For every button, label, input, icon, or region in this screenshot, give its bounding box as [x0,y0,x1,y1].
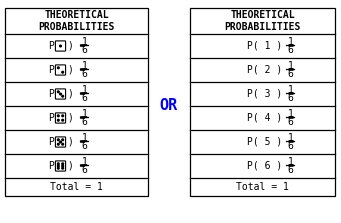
Text: P( 2 ) =: P( 2 ) = [248,64,295,74]
Text: 6: 6 [81,141,87,151]
FancyBboxPatch shape [55,161,65,171]
Text: P(: P( [48,89,60,99]
Text: 1: 1 [287,157,294,167]
Text: OR: OR [160,99,178,114]
Text: THEORETICAL
PROBABILITIES: THEORETICAL PROBABILITIES [38,10,115,32]
Text: Total = 1: Total = 1 [236,182,289,192]
Circle shape [60,45,61,47]
Circle shape [57,167,59,169]
Text: 6: 6 [287,141,294,151]
Circle shape [62,143,63,145]
Text: P(: P( [48,136,60,147]
Text: 1: 1 [81,109,87,119]
Circle shape [57,91,59,93]
Circle shape [57,165,59,167]
Circle shape [62,163,63,165]
Bar [5,8,148,196]
Circle shape [57,163,59,165]
Text: P( 3 ) =: P( 3 ) = [248,89,295,99]
FancyBboxPatch shape [55,65,65,75]
Text: 1: 1 [287,61,294,71]
Text: P(: P( [48,41,60,50]
Text: P( 1 ) =: P( 1 ) = [248,41,295,50]
Text: 6: 6 [287,45,294,55]
Circle shape [57,115,59,117]
Text: 6: 6 [287,69,294,79]
Circle shape [57,119,59,121]
Text: 6: 6 [81,69,87,79]
Text: P(: P( [48,112,60,122]
Text: 1: 1 [81,133,87,143]
FancyBboxPatch shape [55,89,65,99]
Text: 6: 6 [81,93,87,103]
Text: ) =: ) = [69,136,86,147]
Text: 6: 6 [287,165,294,175]
Circle shape [62,167,63,169]
Text: 6: 6 [81,165,87,175]
Circle shape [60,93,61,95]
Text: ) =: ) = [69,112,86,122]
Circle shape [62,71,63,73]
Text: P( 4 ) =: P( 4 ) = [248,112,295,122]
Bar [190,8,335,196]
Text: 1: 1 [81,157,87,167]
Text: P(: P( [48,64,60,74]
Text: 1: 1 [287,37,294,47]
Text: ) =: ) = [69,89,86,99]
Text: 1: 1 [287,109,294,119]
Text: 1: 1 [287,133,294,143]
Text: 1: 1 [81,37,87,47]
Circle shape [62,165,63,167]
Text: P( 6 ) =: P( 6 ) = [248,161,295,171]
Text: Total = 1: Total = 1 [50,182,103,192]
Text: 1: 1 [81,61,87,71]
Text: THEORETICAL
PROBABILITIES: THEORETICAL PROBABILITIES [224,10,301,32]
Text: ) =: ) = [69,161,86,171]
Text: 6: 6 [287,93,294,103]
Circle shape [62,119,63,121]
Text: 6: 6 [287,117,294,127]
FancyBboxPatch shape [55,113,65,123]
Circle shape [60,141,61,143]
Text: 1: 1 [81,85,87,95]
Circle shape [57,143,59,145]
Text: P(: P( [48,161,60,171]
Text: 6: 6 [81,117,87,127]
Circle shape [62,139,63,141]
Text: P( 5 ) =: P( 5 ) = [248,136,295,147]
Circle shape [62,95,63,97]
Text: 6: 6 [81,45,87,55]
Circle shape [57,139,59,141]
Text: 1: 1 [287,85,294,95]
Text: ) =: ) = [69,64,86,74]
FancyBboxPatch shape [55,41,65,51]
Circle shape [62,115,63,117]
Circle shape [57,67,59,69]
FancyBboxPatch shape [55,137,65,147]
Text: ) =: ) = [69,41,86,50]
